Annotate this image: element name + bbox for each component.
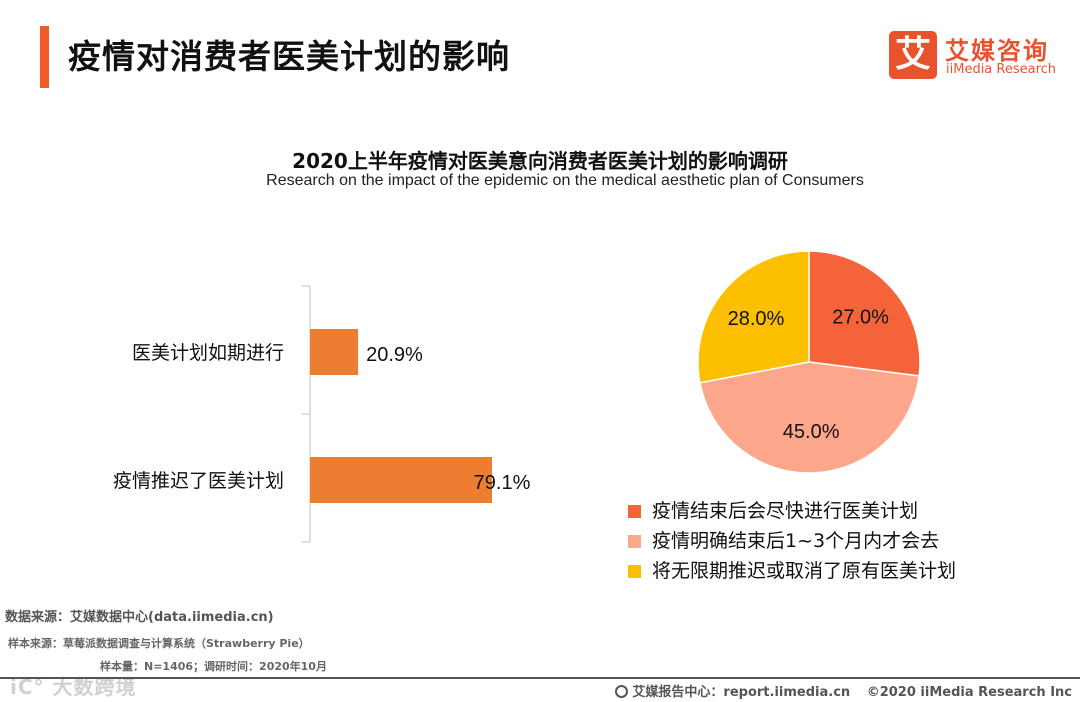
- pie-chart: 27.0% 45.0% 28.0%: [697, 250, 921, 474]
- iimedia-logo: 艾 艾媒咨询 iiMedia Research: [889, 31, 1064, 81]
- pie-value-label: 45.0%: [783, 421, 840, 443]
- logo-mark-icon: 艾: [889, 31, 937, 79]
- footer-copyright: ©2020 iiMedia Research Inc: [866, 685, 1072, 700]
- data-source: 数据来源：艾媒数据中心(data.iimedia.cn): [5, 610, 274, 625]
- legend-item: 疫情结束后会尽快进行医美计划: [628, 498, 956, 528]
- logo-cn-text: 艾媒咨询: [945, 37, 1049, 65]
- chart-subtitle: Research on the impact of the epidemic o…: [266, 172, 864, 189]
- pie-value-label: 28.0%: [728, 308, 785, 330]
- footer-report: 艾媒报告中心：report.iimedia.cn: [632, 685, 851, 700]
- legend-label: 疫情结束后会尽快进行医美计划: [652, 500, 919, 522]
- legend-item: 疫情明确结束后1~3个月内才会去: [628, 528, 956, 558]
- sample-source: 样本来源：草莓派数据调查与计算系统（Strawberry Pie）: [8, 637, 310, 650]
- legend-label: 将无限期推迟或取消了原有医美计划: [652, 560, 957, 582]
- footer: 艾媒报告中心：report.iimedia.cn ©2020 iiMedia R…: [603, 681, 1072, 700]
- sample-size: 样本量：N=1406；调研时间：2020年10月: [100, 660, 327, 673]
- globe-icon: [615, 685, 629, 698]
- legend-swatch: [628, 565, 641, 578]
- bar-value-label: 20.9%: [366, 344, 423, 366]
- footer-divider: [0, 677, 1080, 679]
- legend-label: 疫情明确结束后1~3个月内才会去: [652, 530, 940, 552]
- bar: [310, 457, 492, 503]
- pie-value-label: 27.0%: [832, 306, 889, 328]
- chart-title: 2020上半年疫情对医美意向消费者医美计划的影响调研: [292, 149, 788, 173]
- bar: [310, 329, 359, 375]
- pie-slice: [808, 250, 921, 377]
- pie-slice: [697, 250, 810, 384]
- bar-value-label: 79.1%: [474, 472, 531, 494]
- pie-legend: 疫情结束后会尽快进行医美计划 疫情明确结束后1~3个月内才会去 将无限期推迟或取…: [628, 498, 956, 588]
- title-accent-bar: [40, 26, 49, 88]
- page-title: 疫情对消费者医美计划的影响: [68, 37, 510, 76]
- legend-swatch: [628, 505, 641, 518]
- legend-swatch: [628, 535, 641, 548]
- bar-chart: 医美计划如期进行 20.9% 疫情推迟了医美计划 79.1%: [113, 285, 531, 543]
- bar-category-label: 医美计划如期进行: [132, 342, 284, 364]
- watermark: iC° 大数跨境: [10, 675, 137, 699]
- legend-item: 将无限期推迟或取消了原有医美计划: [628, 558, 956, 588]
- pie-slice: [699, 361, 920, 474]
- bar-category-label: 疫情推迟了医美计划: [113, 470, 284, 492]
- logo-en-text: iiMedia Research: [946, 62, 1057, 77]
